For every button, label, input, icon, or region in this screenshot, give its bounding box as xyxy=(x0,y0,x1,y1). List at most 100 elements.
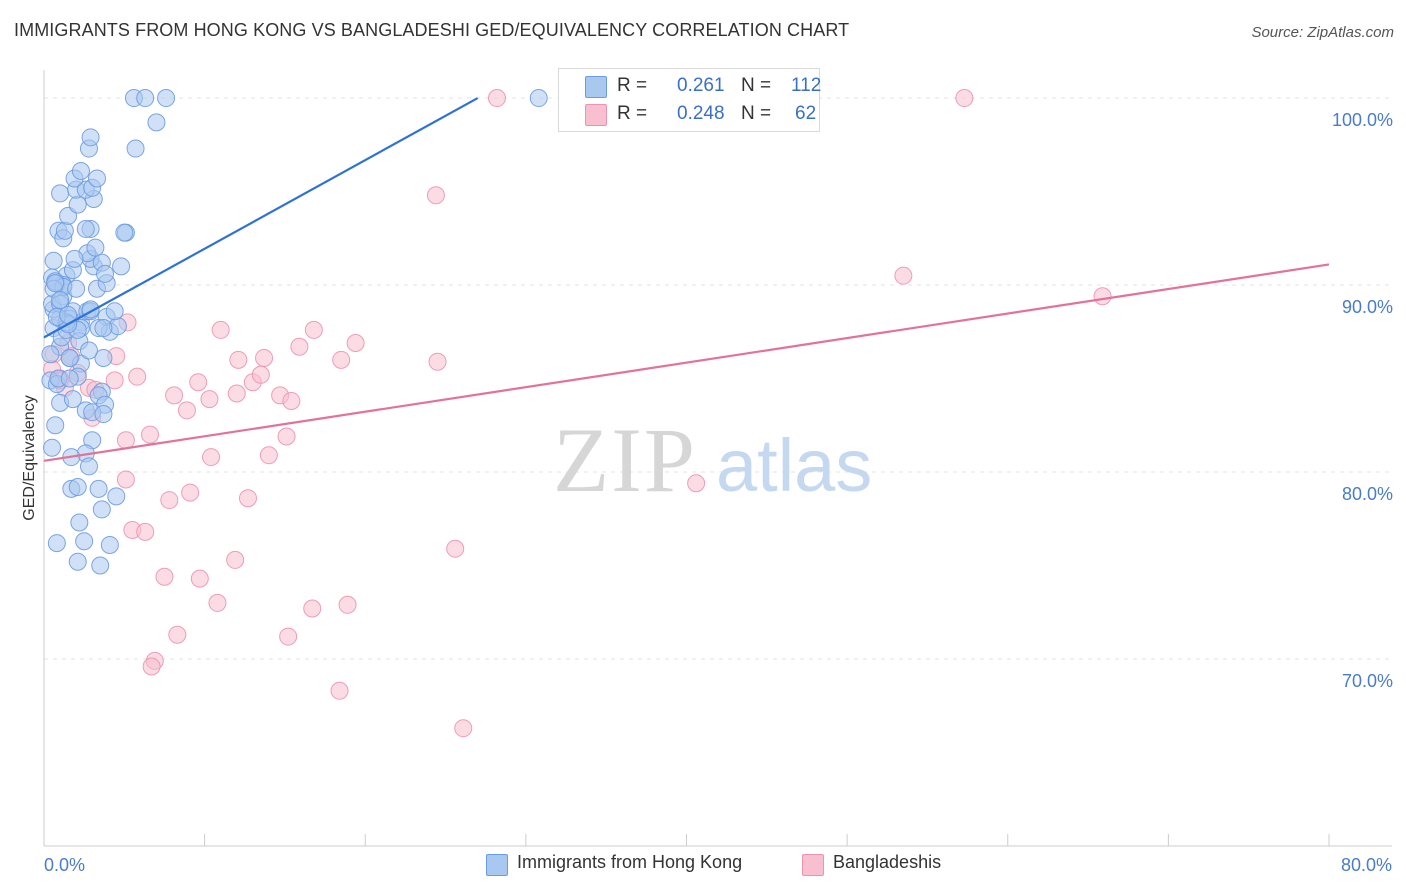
bangladeshis-point-34 xyxy=(955,89,974,108)
hong-kong-point-110 xyxy=(157,89,176,108)
hong-kong-point-20 xyxy=(41,345,60,364)
hong-kong-point-91 xyxy=(88,169,107,188)
hong-kong-point-85 xyxy=(68,195,87,214)
bangladeshis-point-44 xyxy=(181,483,200,502)
bangladeshis-point-51 xyxy=(155,567,174,586)
bangladeshis-point-52 xyxy=(190,569,209,588)
hong-kong-point-65 xyxy=(68,477,87,496)
legend-n-value-bangladeshis: 62 xyxy=(795,103,817,124)
bangladeshis-point-28 xyxy=(304,320,323,339)
bangladeshis-point-35 xyxy=(894,266,913,285)
bangladeshis-point-49 xyxy=(226,550,245,569)
bangladeshis-point-17 xyxy=(189,373,208,392)
bangladeshis-point-19 xyxy=(211,320,230,339)
series-bangladeshis xyxy=(43,89,1112,738)
bangladeshis-point-45 xyxy=(238,489,257,508)
bangladeshis-point-26 xyxy=(282,391,301,410)
hong-kong-point-30 xyxy=(112,257,131,276)
bangladeshis-point-31 xyxy=(428,352,447,371)
hong-kong-point-96 xyxy=(147,113,166,132)
bangladeshis-point-57 xyxy=(279,627,298,646)
hong-kong-point-33 xyxy=(44,251,63,270)
bangladeshis-point-37 xyxy=(116,431,135,450)
bangladeshis-point-60 xyxy=(330,681,349,700)
hong-kong-point-67 xyxy=(107,487,126,506)
bangladeshis-point-43 xyxy=(160,491,179,510)
source-label: Source: ZipAtlas.com xyxy=(1251,24,1394,41)
hong-kong-point-97 xyxy=(96,264,115,283)
bangladeshis-point-61 xyxy=(454,719,473,738)
bottom-legend-swatch-bangladeshis xyxy=(802,854,824,876)
hong-kong-point-95 xyxy=(81,128,100,147)
bottom-legend-label-hong-kong: Immigrants from Hong Kong xyxy=(517,852,743,872)
legend-n-value-hong-kong: 112 xyxy=(791,75,822,96)
y-tick-label-90: 90.0% xyxy=(1342,297,1393,317)
bangladeshis-point-14 xyxy=(128,367,147,386)
bangladeshis-point-59 xyxy=(142,657,161,676)
trend-line-hong-kong xyxy=(43,97,479,339)
legend-n-label: N = xyxy=(741,103,772,124)
legend-r-label: R = xyxy=(617,103,648,124)
hong-kong-point-56 xyxy=(63,390,82,409)
hong-kong-point-32 xyxy=(65,249,84,268)
hong-kong-point-72 xyxy=(100,535,119,554)
legend-swatch-bangladeshis xyxy=(585,104,607,126)
hong-kong-point-71 xyxy=(75,532,94,551)
trend-line-bangladeshis xyxy=(43,263,1330,462)
hong-kong-point-94 xyxy=(126,139,145,158)
legend-r-label: R = xyxy=(617,75,648,96)
hong-kong-point-68 xyxy=(92,500,111,519)
hong-kong-point-77 xyxy=(55,221,74,240)
axes xyxy=(43,70,1392,847)
hong-kong-point-57 xyxy=(60,369,79,388)
bangladeshis-point-33 xyxy=(487,89,506,108)
bangladeshis-point-42 xyxy=(116,470,135,489)
trend-lines xyxy=(43,97,1330,462)
watermark-zip: ZIP xyxy=(553,409,697,511)
bangladeshis-point-36 xyxy=(1093,287,1112,306)
bangladeshis-point-39 xyxy=(202,448,221,467)
bangladeshis-point-27 xyxy=(290,337,309,356)
hong-kong-point-66 xyxy=(89,479,108,498)
x-tick-marks xyxy=(43,834,1330,846)
bangladeshis-point-40 xyxy=(259,446,278,465)
bangladeshis-point-48 xyxy=(136,522,155,541)
bangladeshis-point-24 xyxy=(255,348,274,367)
hong-kong-point-46 xyxy=(60,348,79,367)
bangladeshis-point-38 xyxy=(141,425,160,444)
hong-kong-point-54 xyxy=(94,405,113,424)
bangladeshis-point-55 xyxy=(338,595,357,614)
bangladeshis-point-56 xyxy=(168,625,187,644)
legend-n-label: N = xyxy=(741,75,772,96)
x-tick-label-max: 80.0% xyxy=(1341,855,1392,875)
chart-title: IMMIGRANTS FROM HONG KONG VS BANGLADESHI… xyxy=(14,20,850,40)
watermark-atlas: atlas xyxy=(716,424,872,507)
hong-kong-point-83 xyxy=(76,219,95,238)
bangladeshis-point-20 xyxy=(227,384,246,403)
hong-kong-point-106 xyxy=(105,302,124,321)
hong-kong-point-70 xyxy=(47,534,66,553)
hong-kong-point-104 xyxy=(51,290,70,309)
bangladeshis-point-53 xyxy=(208,593,227,612)
hong-kong-point-109 xyxy=(136,89,155,108)
hong-kong-point-111 xyxy=(529,89,548,108)
hong-kong-point-81 xyxy=(115,223,134,242)
bottom-legend-label-bangladeshis: Bangladeshis xyxy=(833,852,942,872)
bangladeshis-point-29 xyxy=(332,350,351,369)
legend-r-value-hong-kong: 0.261 xyxy=(677,75,725,96)
series-hong-kong xyxy=(41,89,548,575)
hong-kong-point-103 xyxy=(46,274,65,293)
bangladeshis-point-54 xyxy=(303,599,322,618)
hong-kong-point-107 xyxy=(94,319,113,338)
y-axis-label: GED/Equivalency xyxy=(21,395,38,520)
hong-kong-point-48 xyxy=(79,341,98,360)
bangladeshis-point-21 xyxy=(229,350,248,369)
bangladeshis-point-30 xyxy=(346,334,365,353)
bangladeshis-point-32 xyxy=(426,186,445,205)
bangladeshis-point-41 xyxy=(277,427,296,446)
y-tick-label-100: 100.0% xyxy=(1332,110,1393,130)
legend-r-value-bangladeshis: 0.248 xyxy=(677,103,725,124)
bangladeshis-point-50 xyxy=(446,539,465,558)
bangladeshis-point-23 xyxy=(251,365,270,384)
